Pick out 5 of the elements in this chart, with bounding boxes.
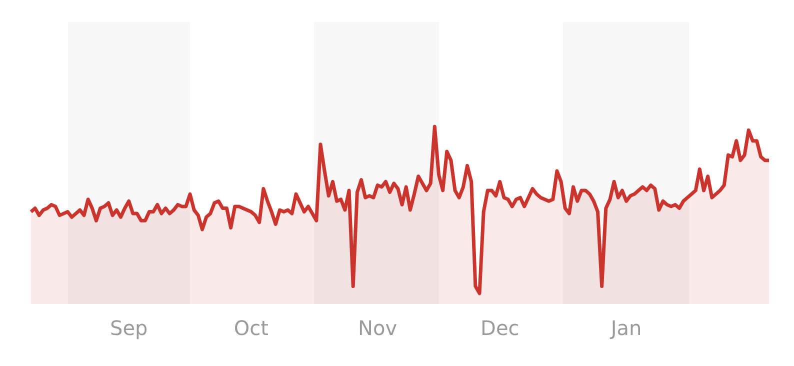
x-tick-label: Oct bbox=[234, 316, 269, 340]
x-tick-label: Dec bbox=[480, 316, 520, 340]
x-tick-label: Nov bbox=[358, 316, 398, 340]
x-tick-label: Jan bbox=[608, 316, 642, 340]
x-tick-label: Sep bbox=[110, 316, 148, 340]
